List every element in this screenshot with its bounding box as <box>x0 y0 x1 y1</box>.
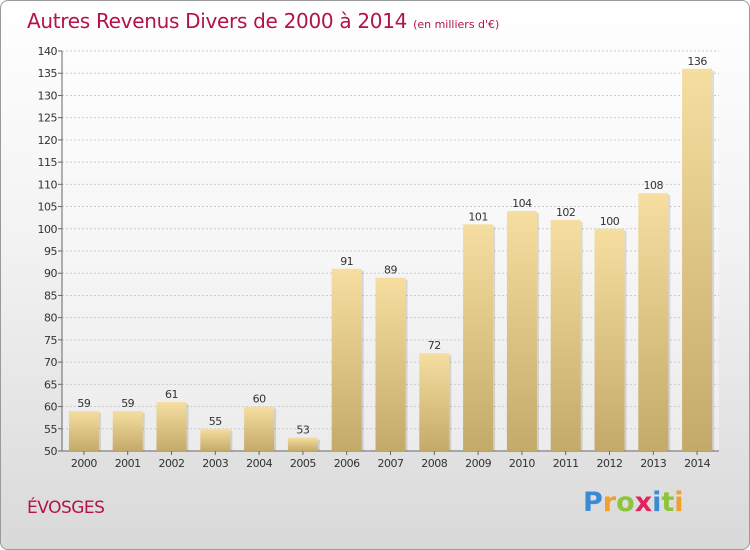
x-tick-label: 2014 <box>684 457 710 470</box>
y-tick-label: 120 <box>38 134 58 147</box>
logo-letter: r <box>602 487 617 518</box>
bar-value-label: 102 <box>556 206 576 219</box>
bar <box>331 268 362 451</box>
bar <box>594 228 625 451</box>
bar-value-label: 100 <box>600 215 620 228</box>
bar-value-label: 89 <box>384 264 397 277</box>
y-tick-label: 80 <box>44 312 57 325</box>
y-tick-label: 65 <box>44 378 57 391</box>
bar-value-label: 53 <box>296 424 309 437</box>
logo-letter: x <box>634 487 653 518</box>
bar-value-label: 104 <box>512 197 532 210</box>
chart-title: Autres Revenus Divers de 2000 à 2014 (en … <box>27 9 499 33</box>
bar-value-label: 91 <box>340 255 353 268</box>
x-tick-label: 2005 <box>290 457 316 470</box>
bar <box>244 406 275 451</box>
x-tick-label: 2010 <box>509 457 535 470</box>
bar <box>68 411 99 451</box>
y-tick-label: 55 <box>44 423 57 436</box>
x-tick-label: 2004 <box>246 457 272 470</box>
y-tick-label: 70 <box>44 356 57 369</box>
y-tick-label: 75 <box>44 334 57 347</box>
x-tick-label: 2012 <box>597 457 623 470</box>
bar-value-label: 136 <box>687 55 707 68</box>
y-tick-label: 50 <box>44 445 57 458</box>
bar-value-label: 59 <box>77 397 90 410</box>
bar <box>287 437 318 451</box>
y-tick-label: 135 <box>38 67 58 80</box>
bar-value-label: 108 <box>644 179 664 192</box>
x-tick-label: 2001 <box>115 457 141 470</box>
bar <box>112 411 143 451</box>
bar <box>419 353 450 451</box>
chart-subtitle: (en milliers d'€) <box>413 18 500 31</box>
bar <box>638 193 669 451</box>
x-tick-label: 2011 <box>553 457 579 470</box>
x-tick-label: 2003 <box>202 457 228 470</box>
bar-value-label: 60 <box>253 393 266 406</box>
logo-letter: P <box>583 487 603 518</box>
x-tick-label: 2007 <box>378 457 404 470</box>
logo-letter: i <box>674 487 684 518</box>
y-tick-label: 125 <box>38 112 58 125</box>
x-tick-label: 2013 <box>640 457 666 470</box>
y-tick-label: 60 <box>44 401 57 414</box>
logo-letter: t <box>661 487 675 518</box>
place-name: ÉVOSGES <box>27 498 105 518</box>
bar <box>156 402 187 451</box>
bar-value-label: 55 <box>209 415 222 428</box>
x-tick-label: 2006 <box>334 457 360 470</box>
x-tick-label: 2000 <box>71 457 97 470</box>
logo-letter: i <box>652 487 662 518</box>
x-tick-label: 2008 <box>421 457 447 470</box>
proxiti-logo: Proxiti <box>583 487 684 518</box>
x-tick-label: 2009 <box>465 457 491 470</box>
y-tick-label: 115 <box>38 156 58 169</box>
y-tick-label: 105 <box>38 201 58 214</box>
bar <box>682 68 713 452</box>
y-tick-label: 90 <box>44 267 57 280</box>
y-tick-label: 85 <box>44 289 57 302</box>
logo-letter: o <box>616 487 635 518</box>
bar-value-label: 101 <box>468 210 488 223</box>
bar <box>200 428 231 451</box>
x-tick-label: 2002 <box>159 457 185 470</box>
y-tick-label: 100 <box>38 223 58 236</box>
bar-value-label: 61 <box>165 388 178 401</box>
bar <box>463 224 494 451</box>
chart-title-text: Autres Revenus Divers de 2000 à 2014 <box>27 9 408 33</box>
y-tick-label: 110 <box>38 178 58 191</box>
y-tick-label: 95 <box>44 245 57 258</box>
bar-value-label: 59 <box>121 397 134 410</box>
bar <box>550 219 581 451</box>
y-tick-label: 140 <box>38 45 58 58</box>
bar <box>375 277 406 451</box>
bar-value-label: 72 <box>428 339 441 352</box>
bar <box>506 211 537 451</box>
y-tick-label: 130 <box>38 89 58 102</box>
